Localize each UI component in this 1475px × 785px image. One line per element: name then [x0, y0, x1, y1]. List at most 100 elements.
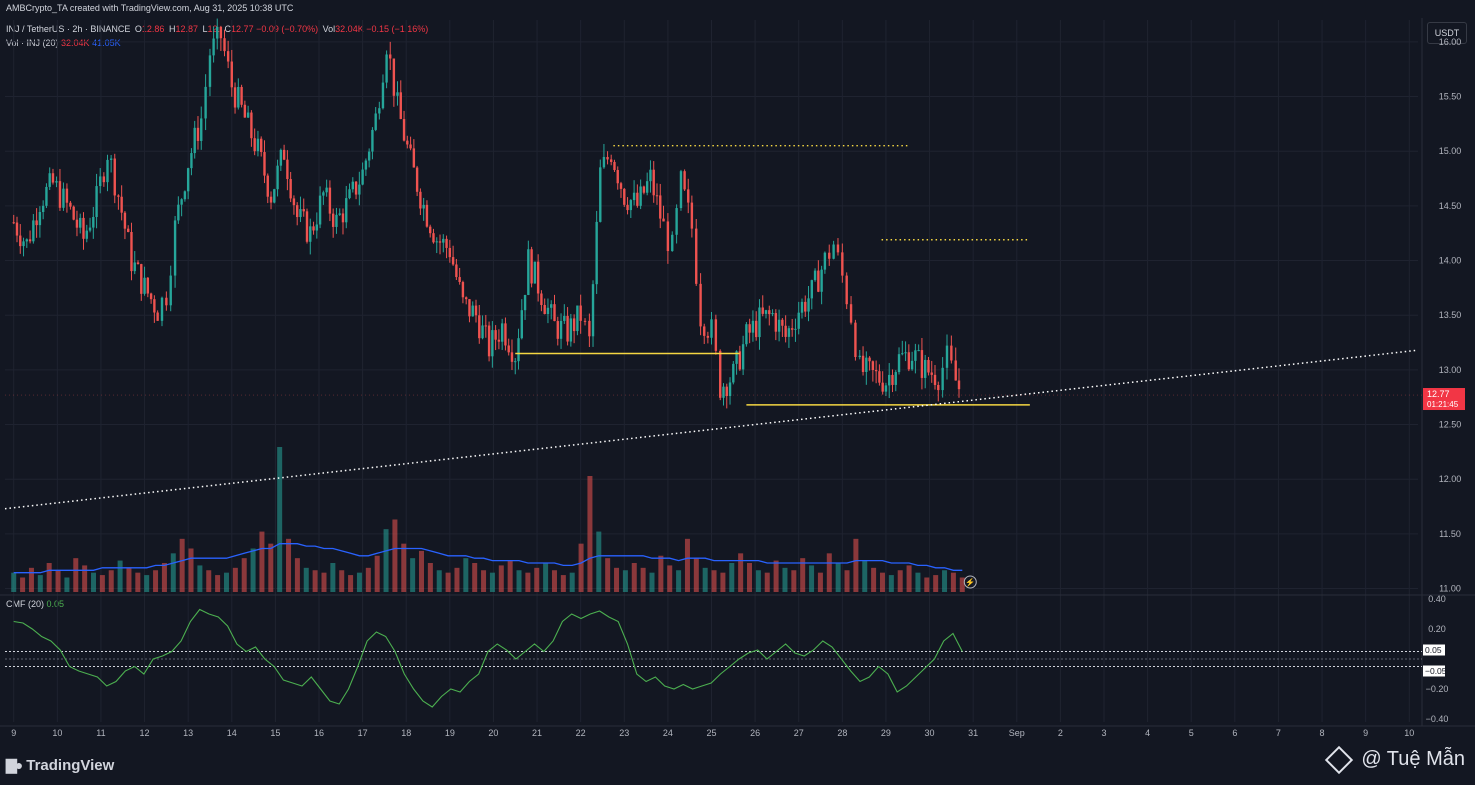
- candle-body: [748, 324, 751, 333]
- candle-body: [671, 234, 674, 252]
- volume-bar: [605, 558, 611, 592]
- volume-bar: [108, 570, 114, 592]
- candle-body: [82, 217, 85, 239]
- candle-body: [318, 195, 322, 225]
- candle-body: [616, 170, 619, 184]
- candle-body: [95, 186, 98, 217]
- candle-body: [120, 196, 123, 213]
- candle-body: [563, 315, 566, 321]
- candle-body: [230, 61, 233, 88]
- candle-body: [143, 277, 146, 294]
- volume-bar: [959, 577, 965, 592]
- volume-bar: [463, 558, 469, 592]
- candle-body: [419, 191, 422, 209]
- candle-body: [758, 307, 761, 338]
- tradingview-logo[interactable]: ▇● TradingView: [6, 757, 114, 774]
- candle-body: [385, 54, 388, 83]
- candle-body: [764, 310, 768, 314]
- candle-body: [458, 277, 461, 283]
- time-tick-label: 7: [1276, 728, 1281, 738]
- volume-bar: [711, 570, 717, 592]
- volume-bar: [99, 575, 105, 592]
- candle-body: [629, 200, 633, 211]
- candle-body: [448, 247, 452, 258]
- candle-body: [484, 325, 488, 327]
- candle-body: [51, 173, 55, 183]
- candle-body: [583, 320, 587, 322]
- volume-bar: [401, 543, 407, 592]
- candle-body: [878, 371, 881, 383]
- candle-body: [588, 320, 591, 337]
- candle-body: [186, 168, 190, 192]
- price-tick-label: 12.00: [1439, 474, 1462, 484]
- candle-body: [193, 127, 196, 154]
- candle-body: [874, 370, 878, 372]
- candle-body: [292, 198, 296, 206]
- candle-body: [719, 350, 722, 398]
- tv-brand-text: TradingView: [26, 757, 115, 774]
- volume-bar: [826, 553, 832, 592]
- candle-body: [576, 305, 579, 332]
- candle-body: [901, 353, 904, 355]
- candle-body: [204, 86, 207, 119]
- candle-body: [619, 183, 623, 189]
- time-tick-label: 15: [270, 728, 280, 738]
- candle-body: [295, 205, 299, 218]
- candle-body: [817, 270, 820, 292]
- volume-bar: [73, 558, 79, 592]
- candle-body: [761, 307, 764, 314]
- candle-body: [710, 319, 713, 338]
- vol-ma-label[interactable]: Vol · INJ (20): [6, 38, 59, 48]
- volume-bar: [215, 575, 221, 592]
- volume-bar: [649, 572, 655, 592]
- candle-body: [683, 171, 686, 190]
- candle-body: [348, 189, 351, 199]
- currency-button[interactable]: USDT: [1427, 22, 1467, 44]
- volume-bar: [764, 572, 770, 592]
- candle-body: [38, 212, 42, 226]
- volume-bar: [551, 570, 557, 592]
- candle-body: [626, 204, 629, 211]
- candle-body: [102, 176, 106, 183]
- time-tick-label: 18: [401, 728, 411, 738]
- volume-bar: [472, 563, 478, 592]
- volume-bar: [489, 572, 495, 592]
- candle-body: [777, 319, 781, 332]
- candle-body: [527, 249, 530, 295]
- last-price-countdown: 01:21:45: [1427, 400, 1459, 409]
- candle-body: [474, 305, 478, 316]
- volume-bar: [419, 550, 425, 592]
- time-tick-label: 10: [1404, 728, 1414, 738]
- volume-bar: [206, 570, 212, 592]
- volume-bar: [11, 572, 17, 592]
- candle-body: [331, 213, 335, 227]
- candle-body: [639, 186, 642, 206]
- candle-body: [406, 140, 409, 145]
- cmf-label[interactable]: CMF (20): [6, 599, 44, 609]
- candle-body: [226, 51, 230, 62]
- volume-bar: [640, 567, 646, 592]
- candle-body: [841, 252, 844, 276]
- candle-body: [566, 315, 569, 342]
- candle-body: [279, 149, 283, 166]
- volume-bar: [569, 572, 575, 592]
- candle-body: [471, 305, 474, 317]
- candle-body: [937, 384, 940, 391]
- candle-body: [153, 299, 156, 313]
- candle-body: [223, 38, 226, 52]
- volume-bar: [942, 570, 948, 592]
- candle-body: [451, 257, 455, 265]
- time-tick-label: 26: [750, 728, 760, 738]
- lightning-glyph: ⚡: [965, 577, 975, 587]
- candle-body: [687, 189, 690, 203]
- candle-body: [409, 144, 412, 149]
- candle-body: [250, 112, 253, 139]
- candle-body: [156, 312, 159, 321]
- symbol-label[interactable]: INJ / TetherUS · 2h · BINANCE: [6, 24, 131, 34]
- candle-body: [127, 228, 130, 233]
- volume-bar: [481, 570, 487, 592]
- candle-body: [910, 360, 914, 370]
- candle-body: [266, 175, 269, 197]
- candle-body: [523, 294, 527, 311]
